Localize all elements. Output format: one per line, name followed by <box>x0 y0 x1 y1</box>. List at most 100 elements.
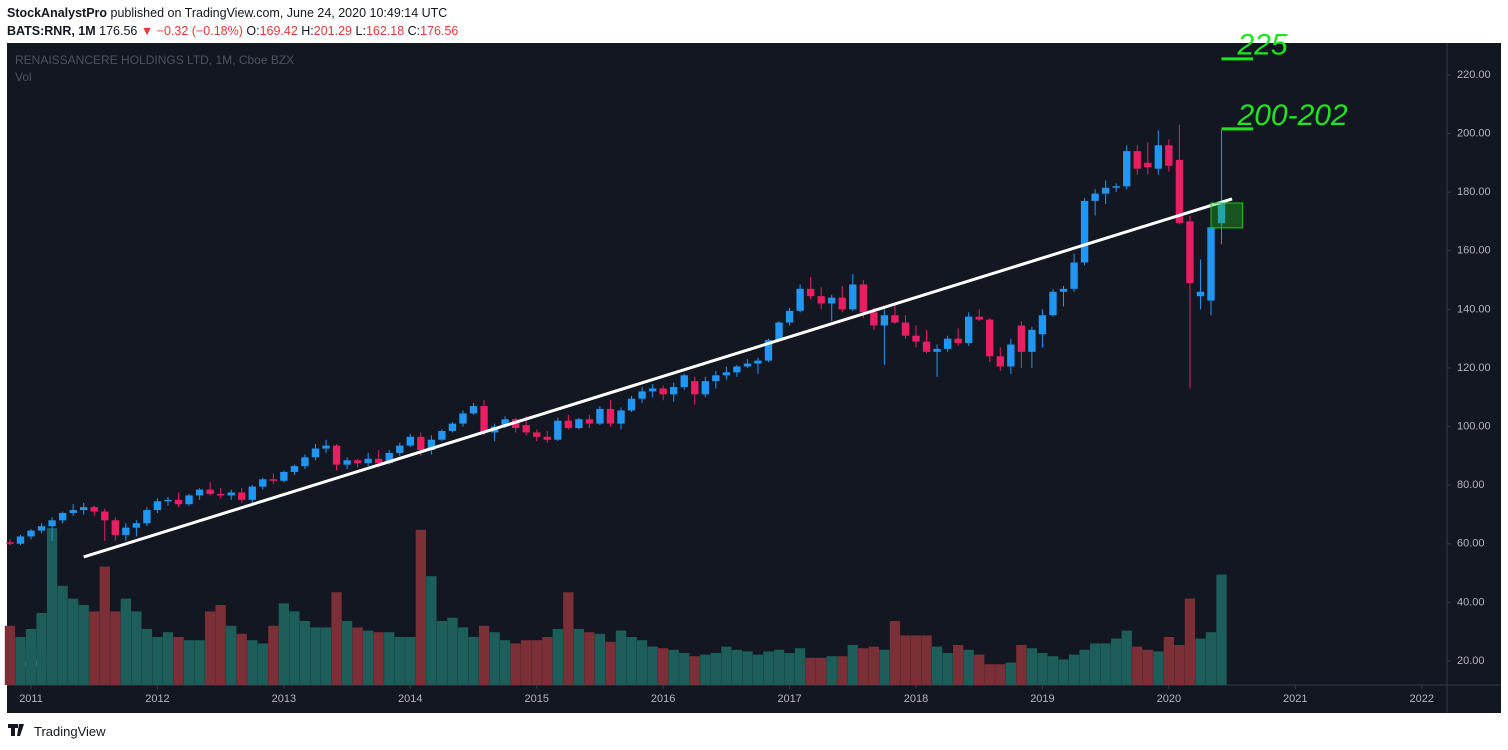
x-tick-label: 2020 <box>1157 693 1181 705</box>
candle-body <box>375 458 383 464</box>
x-tick-label: 2022 <box>1409 693 1433 705</box>
candle-body <box>1059 288 1068 292</box>
volume-bar <box>858 648 869 685</box>
x-tick-label: 2013 <box>272 693 296 705</box>
volume-bar <box>4 625 16 685</box>
candle-body <box>406 436 414 446</box>
volume-bar <box>447 617 458 685</box>
volume-bar <box>752 654 764 685</box>
volume-bar <box>826 656 837 685</box>
volume-bar <box>984 664 995 685</box>
author: StockAnalystPro <box>7 6 108 20</box>
y-tick-label: 100.00 <box>1457 420 1491 432</box>
candle-body <box>1186 221 1194 283</box>
volume-bar <box>68 598 79 685</box>
volume-bar <box>563 592 574 685</box>
volume-bar <box>837 656 848 685</box>
published: published on TradingView.com, June 24, 2… <box>110 6 448 20</box>
candle-body <box>554 420 562 440</box>
candle-body <box>238 492 246 500</box>
volume-bar <box>405 637 416 685</box>
candle-body <box>248 486 256 500</box>
volume-bar <box>36 613 47 685</box>
volume-bar <box>763 651 774 685</box>
candle-body <box>617 410 625 424</box>
volume-bar <box>1047 656 1059 685</box>
candle-body <box>775 322 783 341</box>
candle-body <box>111 520 119 535</box>
volume-bar <box>1037 653 1048 685</box>
volume-bar <box>152 637 163 685</box>
volume-bar <box>1195 638 1206 685</box>
chart-bg <box>7 43 1501 713</box>
volume-bar <box>1121 630 1132 685</box>
volume-bar <box>573 629 585 685</box>
volume-bar <box>742 651 753 685</box>
candle-body <box>817 296 825 304</box>
candle-body <box>933 348 941 352</box>
volume-bar <box>89 611 100 685</box>
volume-bar <box>1205 632 1217 685</box>
candle-body <box>1038 315 1047 335</box>
candle-body <box>90 507 98 512</box>
y-tick-label: 20.00 <box>1457 655 1485 667</box>
y-tick-label: 160.00 <box>1457 245 1491 257</box>
last-price: 176.56 <box>99 24 138 38</box>
candle-body <box>343 460 351 465</box>
y-tick-label: 40.00 <box>1457 596 1485 608</box>
volume-bar <box>731 649 743 685</box>
volume-bar <box>141 629 153 685</box>
candle-body <box>69 510 77 513</box>
volume-bar <box>816 657 827 685</box>
candle-body <box>1165 145 1173 166</box>
candle-body <box>438 430 446 440</box>
candle-body <box>670 387 678 395</box>
volume-bar <box>552 629 563 685</box>
candle-body <box>996 356 1004 367</box>
chart-title: RENAISSANCERE HOLDINGS LTD, 1M, Cboe BZX <box>15 53 294 67</box>
candle-body <box>764 340 773 361</box>
candle-body <box>1217 202 1226 224</box>
c-value: 176.56 <box>420 24 459 38</box>
candle-body <box>954 338 962 344</box>
volume-bar <box>426 576 437 685</box>
candle-body <box>870 312 878 326</box>
x-tick-label: 2014 <box>398 693 422 705</box>
y-tick-label: 200.00 <box>1457 127 1491 139</box>
change: ▼ −0.32 (−0.18%) <box>140 24 243 38</box>
candle-body <box>1207 227 1215 301</box>
x-tick-label: 2021 <box>1283 693 1307 705</box>
x-tick-label: 2016 <box>651 693 675 705</box>
volume-bar <box>457 627 469 685</box>
volume-bar <box>700 654 711 685</box>
candle-body <box>364 458 372 464</box>
volume-bar <box>320 627 332 685</box>
volume-bar <box>99 566 110 685</box>
candle-body <box>332 445 341 465</box>
volume-bar <box>995 664 1006 685</box>
volume-bar <box>341 621 353 685</box>
candle-body <box>1144 162 1152 168</box>
candle-body <box>101 511 109 521</box>
candle-body <box>964 316 973 344</box>
ohlc: O:169.42 H:201.29 L:162.18 C:176.56 <box>246 24 458 38</box>
volume-bar <box>25 629 37 685</box>
candle-body <box>1091 193 1099 201</box>
volume-bar <box>226 625 237 685</box>
volume-bar <box>963 649 974 685</box>
volume-bar <box>868 646 880 685</box>
candle-body <box>174 499 183 505</box>
volume-bar <box>784 653 795 685</box>
volume-bar <box>362 630 374 685</box>
candle-body <box>1123 151 1131 187</box>
candle-body <box>785 310 794 323</box>
symbol: BATS:RNR, 1M <box>7 24 96 38</box>
candle-body <box>122 527 130 535</box>
volume-bar <box>394 637 405 685</box>
candle-body <box>912 335 920 342</box>
candle-body <box>290 466 299 472</box>
candle-body <box>480 406 488 433</box>
volume-bar <box>921 635 932 685</box>
candle-body <box>396 445 404 453</box>
